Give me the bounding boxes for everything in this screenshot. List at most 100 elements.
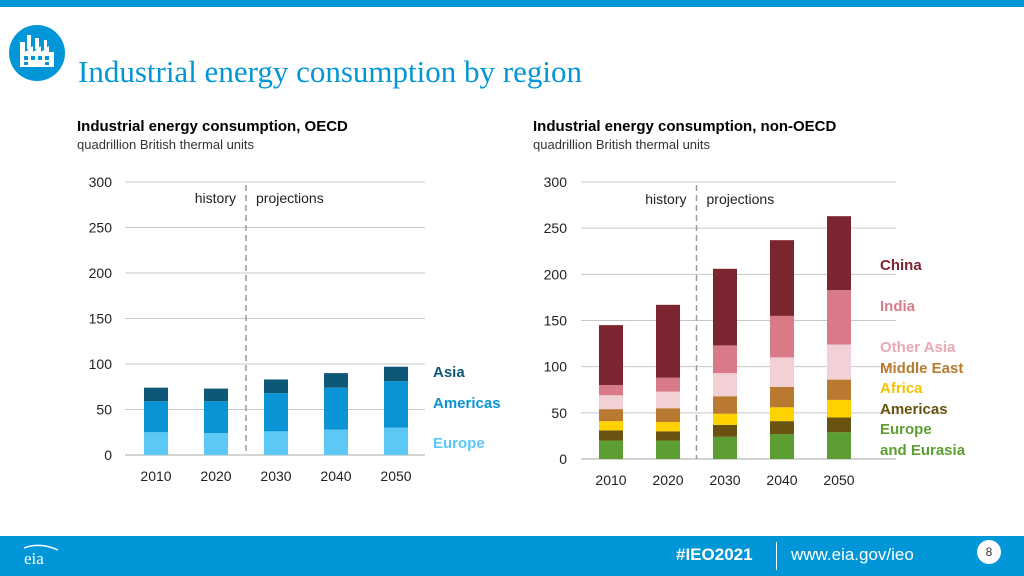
legend-label: Asia: [433, 364, 465, 381]
legend-label: Middle East: [880, 360, 963, 377]
bar-europe-and-eurasia-2050: [827, 432, 851, 459]
bar-india-2010: [599, 385, 623, 396]
y-tick-label: 150: [89, 311, 113, 327]
bar-india-2020: [656, 377, 680, 392]
bar-africa-2010: [599, 421, 623, 431]
chart-subtitle-nonoecd: quadrillion British thermal units: [533, 137, 711, 152]
bar-americas-2010: [599, 430, 623, 441]
legend-label: Africa: [880, 380, 923, 397]
legend-label: India: [880, 298, 916, 315]
legend-label: Other Asia: [880, 339, 956, 356]
eia-logo: eia: [18, 544, 66, 568]
bar-middle-east-2010: [599, 409, 623, 422]
hashtag-link[interactable]: #IEO2021: [676, 545, 753, 564]
x-tick-label: 2010: [140, 468, 171, 484]
bar-china-2010: [599, 325, 623, 386]
y-tick-label: 200: [544, 266, 568, 282]
bar-india-2030: [713, 345, 737, 374]
y-tick-label: 250: [544, 220, 568, 236]
bar-europe-2020: [204, 433, 228, 455]
bar-africa-2030: [713, 413, 737, 425]
y-tick-label: 300: [544, 174, 568, 190]
x-tick-label: 2020: [200, 468, 231, 484]
legend-label: Europe: [880, 421, 932, 438]
y-tick-label: 0: [559, 451, 567, 467]
y-tick-label: 300: [89, 174, 113, 190]
x-tick-label: 2050: [380, 468, 411, 484]
bar-europe-and-eurasia-2040: [770, 434, 794, 459]
bar-americas-2030: [264, 393, 288, 432]
bar-europe-2050: [384, 427, 408, 455]
bar-china-2020: [656, 304, 680, 378]
legend-label: Americas: [880, 401, 948, 418]
bar-europe-2040: [324, 429, 348, 455]
bar-india-2040: [770, 315, 794, 358]
y-tick-label: 200: [89, 265, 113, 281]
y-tick-label: 100: [89, 356, 113, 372]
page-number: 8: [977, 540, 1001, 564]
x-tick-label: 2050: [823, 472, 854, 488]
x-tick-label: 2040: [766, 472, 797, 488]
bar-middle-east-2050: [827, 379, 851, 400]
chart-title-nonoecd: Industrial energy consumption, non-OECD: [533, 118, 837, 135]
bar-middle-east-2040: [770, 386, 794, 408]
bar-americas-2020: [656, 431, 680, 441]
bar-americas-2050: [384, 381, 408, 428]
bar-middle-east-2030: [713, 396, 737, 414]
y-tick-label: 50: [96, 402, 112, 418]
bar-africa-2050: [827, 399, 851, 418]
bar-china-2040: [770, 240, 794, 316]
bar-other-asia-2020: [656, 391, 680, 409]
bar-middle-east-2020: [656, 408, 680, 423]
y-tick-label: 250: [89, 220, 113, 236]
bar-europe-and-eurasia-2020: [656, 440, 680, 459]
y-tick-label: 150: [544, 313, 568, 329]
bar-americas-2040: [324, 387, 348, 430]
y-tick-label: 50: [551, 405, 567, 421]
bar-americas-2010: [144, 401, 168, 433]
bar-africa-2020: [656, 422, 680, 432]
legend-label: China: [880, 257, 922, 274]
x-tick-label: 2030: [260, 468, 291, 484]
bar-other-asia-2030: [713, 373, 737, 397]
bar-europe-and-eurasia-2030: [713, 436, 737, 459]
bar-other-asia-2010: [599, 395, 623, 410]
bar-americas-2020: [204, 401, 228, 434]
legend-label: Americas: [433, 395, 501, 412]
annotation-history: history: [645, 191, 686, 207]
chart-subtitle-oecd: quadrillion British thermal units: [77, 137, 255, 152]
bar-asia-2050: [384, 366, 408, 382]
legend-label: Europe: [433, 435, 485, 452]
bar-europe-and-eurasia-2010: [599, 440, 623, 459]
eia-logo-text: eia: [24, 549, 44, 568]
bar-africa-2040: [770, 407, 794, 422]
annotation-projections: projections: [256, 190, 324, 206]
page-title: Industrial energy consumption by region: [78, 54, 582, 89]
bar-europe-2010: [144, 432, 168, 455]
factory-icon: [9, 25, 65, 81]
footer-divider: [776, 542, 777, 570]
x-tick-label: 2030: [709, 472, 740, 488]
bar-asia-2020: [204, 388, 228, 402]
footer-bar: eia #IEO2021 www.eia.gov/ieo 8: [0, 536, 1024, 576]
bar-americas-2030: [713, 424, 737, 437]
top-accent-bar: [0, 0, 1024, 7]
chart-title-oecd: Industrial energy consumption, OECD: [77, 118, 348, 135]
bar-other-asia-2040: [770, 357, 794, 387]
x-tick-label: 2020: [652, 472, 683, 488]
x-tick-label: 2010: [595, 472, 626, 488]
bar-americas-2040: [770, 421, 794, 435]
bar-india-2050: [827, 290, 851, 345]
annotation-projections: projections: [707, 191, 775, 207]
website-link[interactable]: www.eia.gov/ieo: [791, 545, 914, 564]
bar-asia-2010: [144, 387, 168, 402]
legend-label: and Eurasia: [880, 442, 966, 459]
y-tick-label: 100: [544, 359, 568, 375]
x-tick-label: 2040: [320, 468, 351, 484]
bar-asia-2040: [324, 373, 348, 388]
bar-americas-2050: [827, 417, 851, 433]
bar-asia-2030: [264, 379, 288, 394]
annotation-history: history: [195, 190, 236, 206]
